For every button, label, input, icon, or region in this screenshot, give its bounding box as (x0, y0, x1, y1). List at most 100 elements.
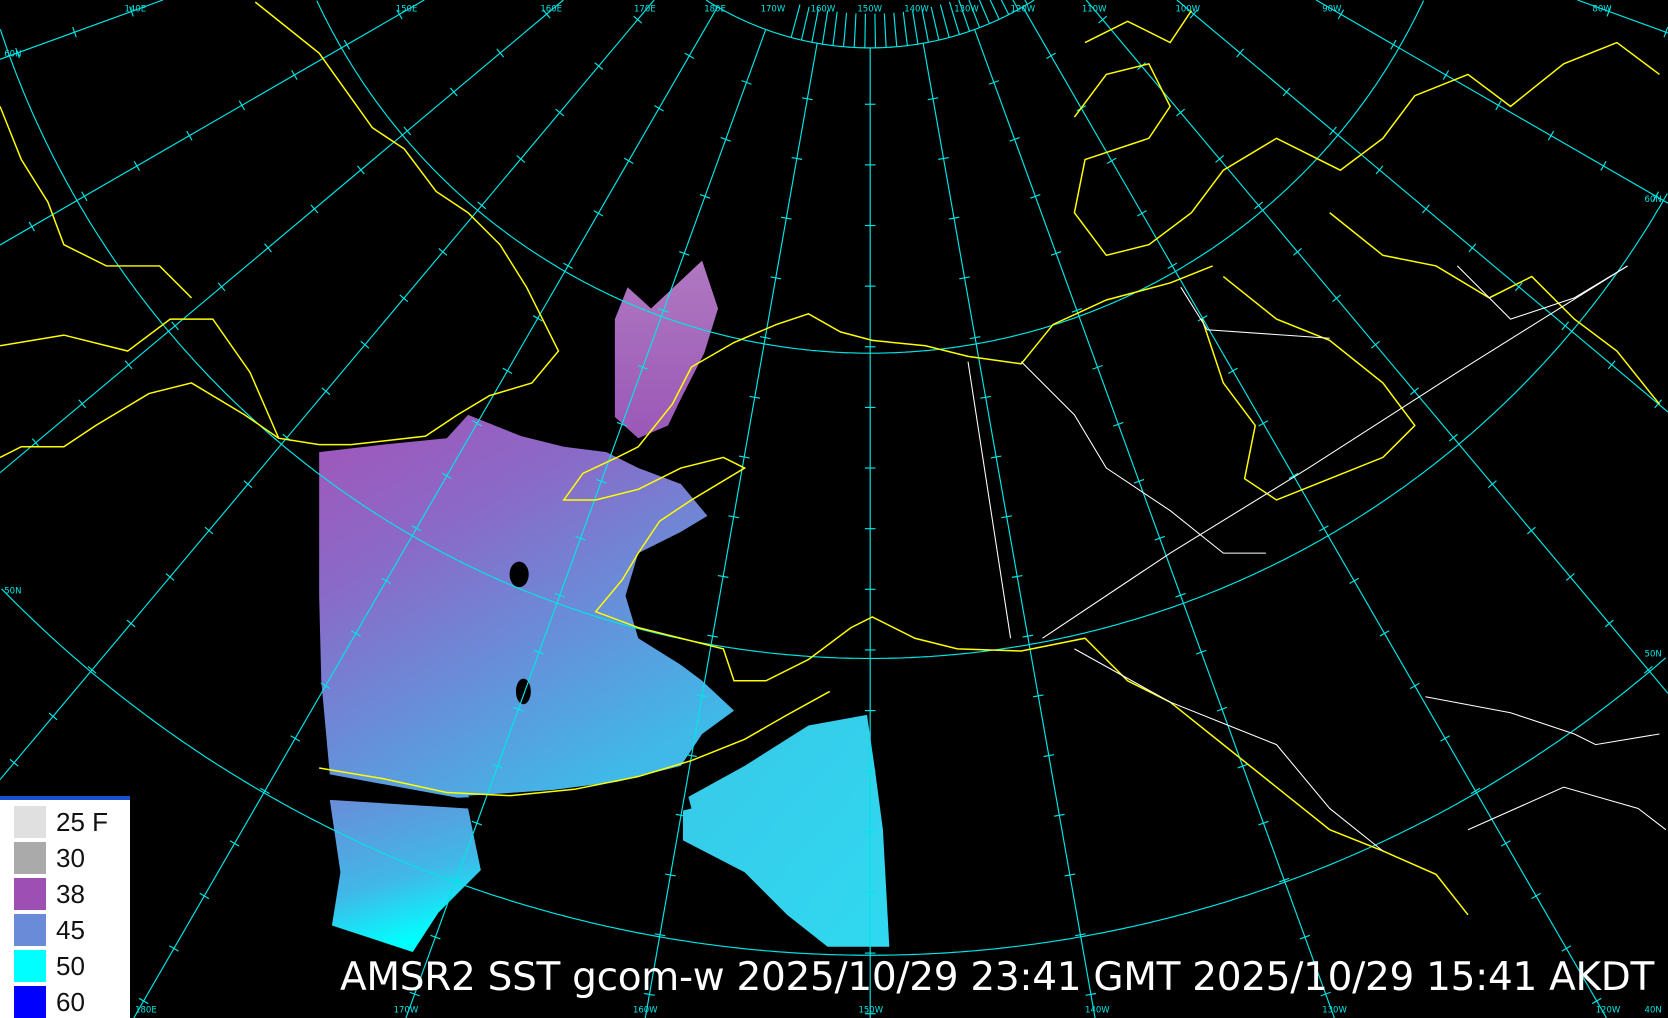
meridian-line (1176, 0, 1668, 413)
meridian-line (1085, 0, 1668, 694)
graticule-tick (654, 105, 664, 112)
graticule-tick (555, 108, 565, 117)
grid-label-bottom: 120W (1596, 1006, 1621, 1016)
aleutian-gap (468, 768, 692, 832)
graticule-tick (1440, 735, 1451, 742)
graticule-tick (81, 191, 88, 202)
graticule-tick (477, 201, 487, 210)
graticule-tick (686, 754, 697, 758)
graticule-tick (853, 13, 857, 48)
graticule-tick (31, 438, 40, 448)
graticule-tick (28, 221, 36, 232)
graticule-tick (1133, 478, 1145, 484)
graticule-tick (1349, 577, 1360, 585)
graticule-tick (1561, 945, 1572, 952)
graticule-tick (532, 315, 543, 322)
graticule-tick (243, 480, 253, 488)
graticule-tick (492, 763, 503, 769)
grid-label-top: 140W (904, 5, 929, 15)
graticule-tick (902, 11, 908, 46)
graticule-tick (171, 321, 179, 331)
graticule-tick (978, 0, 990, 24)
graticule-tick (800, 6, 810, 41)
graticule-tick (633, 15, 643, 24)
graticule-tick (1011, 574, 1023, 578)
grid-label-bottom: 130W (1322, 1006, 1347, 1016)
grid-label-right: 50N (1645, 649, 1662, 659)
graticule-tick (741, 80, 752, 85)
grid-label-bottom: 160W (633, 1006, 658, 1016)
graticule-tick (1409, 387, 1419, 396)
graticule-tick (893, 12, 898, 47)
graticule-tick (126, 619, 136, 628)
graticule-tick (1371, 340, 1380, 349)
graticule-tick (1547, 130, 1555, 141)
graticule-tick (1379, 630, 1390, 637)
grid-label-top: 150W (857, 5, 882, 15)
border-territories (1180, 286, 1330, 339)
graticule-tick (616, 421, 628, 427)
latitude-circle (1, 588, 1667, 956)
graticule-tick (513, 706, 524, 712)
grid-label-top: 170W (761, 5, 786, 15)
graticule-tick (699, 194, 711, 199)
coastlines (0, 1, 1661, 916)
meridian-line (0, 0, 164, 60)
sst-north-pacific-patch (329, 799, 481, 953)
graticule-tick (1320, 991, 1331, 997)
graticule-tick (1064, 873, 1076, 877)
graticule-tick (259, 787, 270, 795)
graticule-tick (1022, 634, 1034, 638)
graticule-tick (291, 70, 298, 80)
grid-label-bottom: 170W (394, 1006, 419, 1016)
graticule-tick (321, 387, 331, 396)
graticule-tick (1106, 157, 1117, 164)
graticule-tick (186, 130, 193, 141)
graticule-tick (238, 100, 246, 111)
graticule-tick (594, 62, 604, 70)
graticule-tick (1282, 87, 1291, 97)
graticule-tick (988, 80, 1000, 85)
graticule-tick (842, 12, 848, 47)
graticule-tick (1258, 820, 1269, 826)
graticule-tick (1565, 573, 1575, 581)
graticule-tick (1591, 997, 1602, 1005)
legend-swatch (14, 986, 46, 1018)
graticule-tick (204, 526, 214, 535)
graticule-tick (1000, 0, 1010, 15)
graticule-tick (1422, 204, 1430, 214)
grid-label-top: 90W (1322, 5, 1342, 15)
coastline-canada-arctic (1073, 41, 1660, 257)
graticule-tick (502, 367, 513, 375)
graticule-tick (542, 9, 551, 19)
graticule-tick (381, 577, 392, 585)
legend-swatch (14, 842, 46, 874)
graticule-tick (441, 472, 452, 480)
grid-label-top: 180E (704, 5, 726, 15)
meridian-line (974, 29, 1335, 1018)
graticule-tick (1009, 137, 1020, 142)
graticule-tick (654, 933, 666, 937)
meridian-line (922, 43, 1096, 1018)
graticule-tick (927, 97, 939, 101)
graticule-tick (533, 649, 545, 655)
sst-data-layer (319, 260, 890, 953)
graticule-tick (310, 204, 319, 214)
graticule-tick (264, 243, 272, 253)
graticule-tick (1448, 433, 1458, 442)
graticule-tick (1024, 0, 1028, 5)
graticule-tick (438, 248, 448, 256)
graticule-tick (707, 634, 718, 638)
graticule-tick (403, 126, 412, 136)
graticule-tick (696, 694, 708, 698)
graticule-tick (472, 420, 483, 427)
border-bc (1074, 648, 1384, 852)
graticule-tick (1030, 194, 1041, 199)
grid-label-top: 80W (1592, 5, 1612, 15)
temperature-legend: 25 F 30 38 45 50 60 (0, 796, 130, 1018)
graticule-tick (1085, 992, 1097, 996)
grid-label-bottom: 40N (1645, 1006, 1662, 1016)
graticule-tick (1600, 161, 1607, 171)
graticule-tick (802, 97, 813, 101)
